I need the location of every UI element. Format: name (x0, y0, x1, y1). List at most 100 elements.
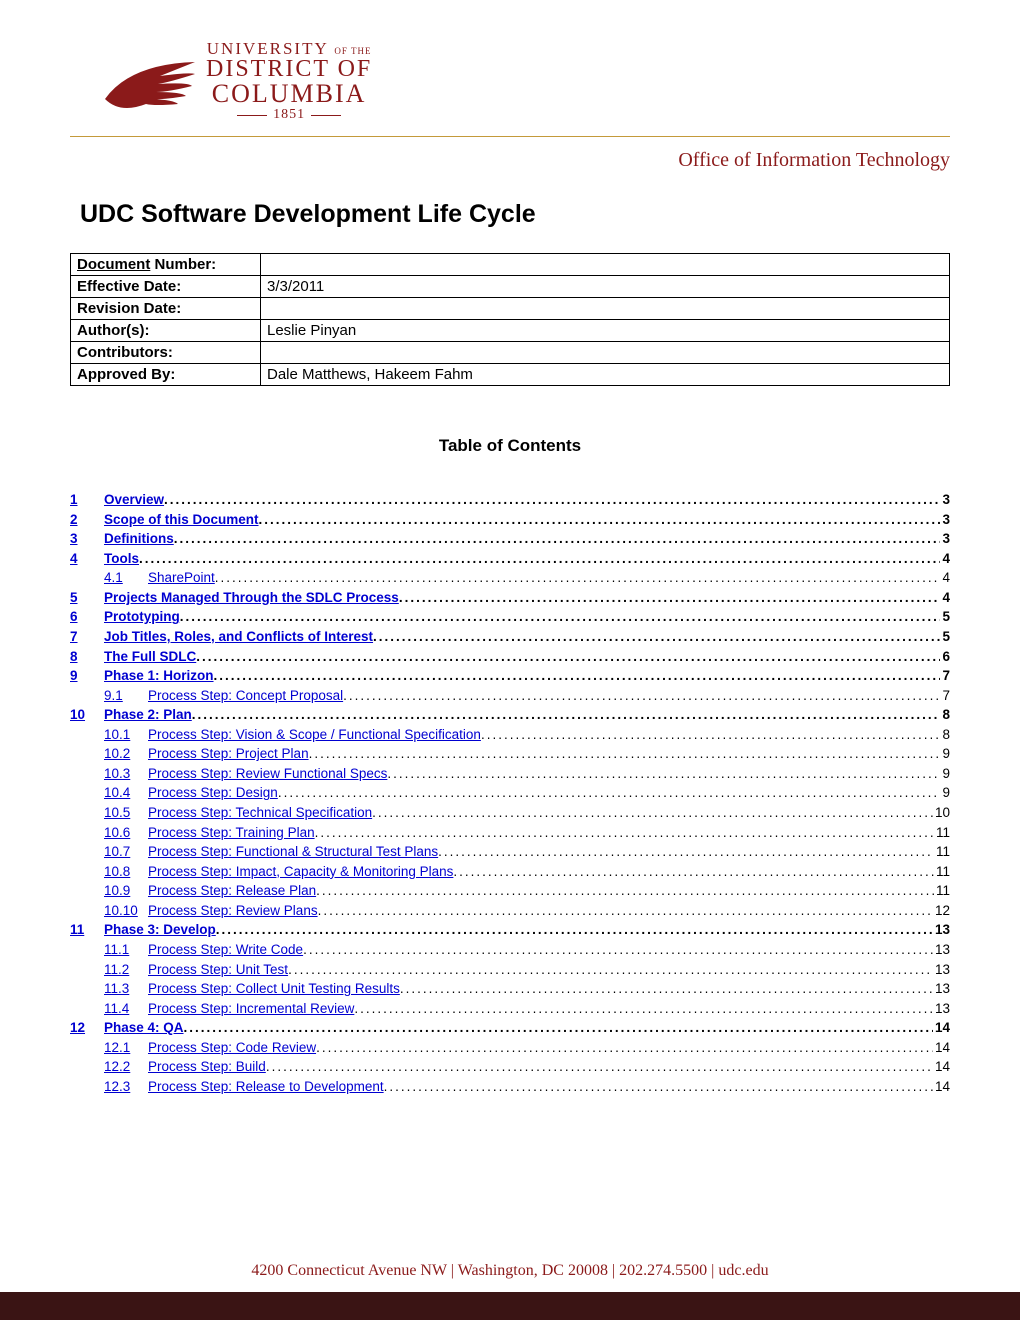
toc-number-link[interactable]: 4 (70, 549, 104, 569)
toc-number-link[interactable]: 8 (70, 647, 104, 667)
toc-page: 3 (940, 510, 950, 530)
toc-number-link[interactable]: 12.1 (104, 1038, 148, 1058)
toc-page: 11 (934, 862, 950, 882)
toc-number-link[interactable]: 4.1 (104, 568, 148, 588)
toc-number-link[interactable]: 9.1 (104, 686, 148, 706)
toc-dots (288, 960, 933, 980)
meta-row: Revision Date: (71, 298, 950, 320)
toc-row: 5Projects Managed Through the SDLC Proce… (70, 588, 950, 608)
toc-title-link[interactable]: Process Step: Collect Unit Testing Resul… (148, 979, 400, 999)
toc-container: 1Overview32Scope of this Document33Defin… (70, 490, 950, 1096)
toc-number-link[interactable]: 12.3 (104, 1077, 148, 1097)
toc-number-link[interactable]: 10.7 (104, 842, 148, 862)
toc-number-link[interactable]: 10.1 (104, 725, 148, 745)
toc-number-link[interactable]: 11.2 (104, 960, 148, 980)
toc-number-link[interactable]: 9 (70, 666, 104, 686)
toc-page: 4 (940, 549, 950, 569)
toc-number-link[interactable]: 10.4 (104, 783, 148, 803)
toc-number-link[interactable]: 12 (70, 1018, 104, 1038)
toc-title-link[interactable]: Process Step: Technical Specification (148, 803, 372, 823)
toc-title-link[interactable]: Process Step: Build (148, 1057, 266, 1077)
toc-dots (216, 920, 933, 940)
meta-value: 3/3/2011 (261, 276, 950, 298)
toc-title-link[interactable]: Process Step: Training Plan (148, 823, 315, 843)
toc-dots (316, 881, 934, 901)
toc-page: 9 (940, 783, 950, 803)
toc-row: 9Phase 1: Horizon7 (70, 666, 950, 686)
toc-page: 4 (940, 588, 950, 608)
toc-title-link[interactable]: Process Step: Unit Test (148, 960, 288, 980)
toc-number-link[interactable]: 10.9 (104, 881, 148, 901)
toc-title-link[interactable]: Process Step: Impact, Capacity & Monitor… (148, 862, 453, 882)
toc-number-link[interactable]: 2 (70, 510, 104, 530)
toc-row: 2Scope of this Document 3 (70, 510, 950, 530)
toc-number-link[interactable]: 10.6 (104, 823, 148, 843)
toc-number-link[interactable]: 11.4 (104, 999, 148, 1019)
toc-row: 1Overview 3 (70, 490, 950, 510)
toc-dots (387, 764, 940, 784)
toc-title-link[interactable]: Process Step: Functional & Structural Te… (148, 842, 438, 862)
toc-dots (303, 940, 933, 960)
toc-title-link[interactable]: Process Step: Review Plans (148, 901, 318, 921)
toc-title-link[interactable]: Process Step: Design (148, 783, 278, 803)
toc-dots (373, 627, 940, 647)
toc-number-link[interactable]: 10.10 (104, 901, 148, 921)
toc-title-link[interactable]: Process Step: Project Plan (148, 744, 309, 764)
toc-title-link[interactable]: Phase 1: Horizon (104, 666, 214, 686)
toc-row: 10.1Process Step: Vision & Scope / Funct… (70, 725, 950, 745)
toc-dots (316, 1038, 933, 1058)
toc-title-link[interactable]: Process Step: Concept Proposal (148, 686, 343, 706)
toc-page: 13 (933, 999, 950, 1019)
toc-title-link[interactable]: The Full SDLC (104, 647, 196, 667)
toc-title-link[interactable]: Phase 2: Plan (104, 705, 192, 725)
toc-title-link[interactable]: Projects Managed Through the SDLC Proces… (104, 588, 399, 608)
toc-number-link[interactable]: 11.3 (104, 979, 148, 999)
toc-number-link[interactable]: 5 (70, 588, 104, 608)
toc-row: 10Phase 2: Plan8 (70, 705, 950, 725)
toc-row: 12.1Process Step: Code Review 14 (70, 1038, 950, 1058)
toc-title-link[interactable]: Job Titles, Roles, and Conflicts of Inte… (104, 627, 373, 647)
toc-title-link[interactable]: Scope of this Document (104, 510, 259, 530)
toc-number-link[interactable]: 10.2 (104, 744, 148, 764)
toc-number-link[interactable]: 12.2 (104, 1057, 148, 1077)
toc-title-link[interactable]: Process Step: Vision & Scope / Functiona… (148, 725, 481, 745)
toc-title-link[interactable]: SharePoint (148, 568, 215, 588)
toc-title-link[interactable]: Process Step: Incremental Review (148, 999, 354, 1019)
toc-title-link[interactable]: Phase 4: QA (104, 1018, 184, 1038)
toc-number-link[interactable]: 7 (70, 627, 104, 647)
toc-row: 4.1SharePoint 4 (70, 568, 950, 588)
toc-title-link[interactable]: Tools (104, 549, 139, 569)
toc-row: 12.3Process Step: Release to Development… (70, 1077, 950, 1097)
toc-number-link[interactable]: 11.1 (104, 940, 148, 960)
toc-title-link[interactable]: Process Step: Code Review (148, 1038, 316, 1058)
toc-page: 14 (933, 1038, 950, 1058)
toc-title-link[interactable]: Process Step: Release Plan (148, 881, 316, 901)
toc-page: 11 (934, 842, 950, 862)
toc-title-link[interactable]: Process Step: Release to Development (148, 1077, 384, 1097)
toc-page: 3 (940, 490, 950, 510)
meta-label: Revision Date: (71, 298, 261, 320)
toc-title-link[interactable]: Process Step: Write Code (148, 940, 303, 960)
toc-page: 4 (940, 568, 950, 588)
toc-title-link[interactable]: Phase 3: Develop (104, 920, 216, 940)
toc-row: 4Tools4 (70, 549, 950, 569)
toc-title-link[interactable]: Prototyping (104, 607, 180, 627)
toc-number-link[interactable]: 10 (70, 705, 104, 725)
toc-number-link[interactable]: 6 (70, 607, 104, 627)
toc-row: 11Phase 3: Develop13 (70, 920, 950, 940)
toc-title-link[interactable]: Definitions (104, 529, 174, 549)
toc-number-link[interactable]: 10.3 (104, 764, 148, 784)
toc-row: 11.2Process Step: Unit Test13 (70, 960, 950, 980)
toc-number-link[interactable]: 1 (70, 490, 104, 510)
toc-page: 7 (940, 686, 950, 706)
toc-title-link[interactable]: Overview (104, 490, 164, 510)
toc-number-link[interactable]: 3 (70, 529, 104, 549)
footer-text: 4200 Connecticut Avenue NW | Washington,… (0, 1252, 1020, 1292)
toc-title-link[interactable]: Process Step: Review Functional Specs (148, 764, 387, 784)
toc-number-link[interactable]: 11 (70, 920, 104, 940)
toc-dots (318, 901, 933, 921)
toc-number-link[interactable]: 10.8 (104, 862, 148, 882)
toc-row: 10.5Process Step: Technical Specificatio… (70, 803, 950, 823)
toc-number-link[interactable]: 10.5 (104, 803, 148, 823)
meta-row: Author(s):Leslie Pinyan (71, 320, 950, 342)
